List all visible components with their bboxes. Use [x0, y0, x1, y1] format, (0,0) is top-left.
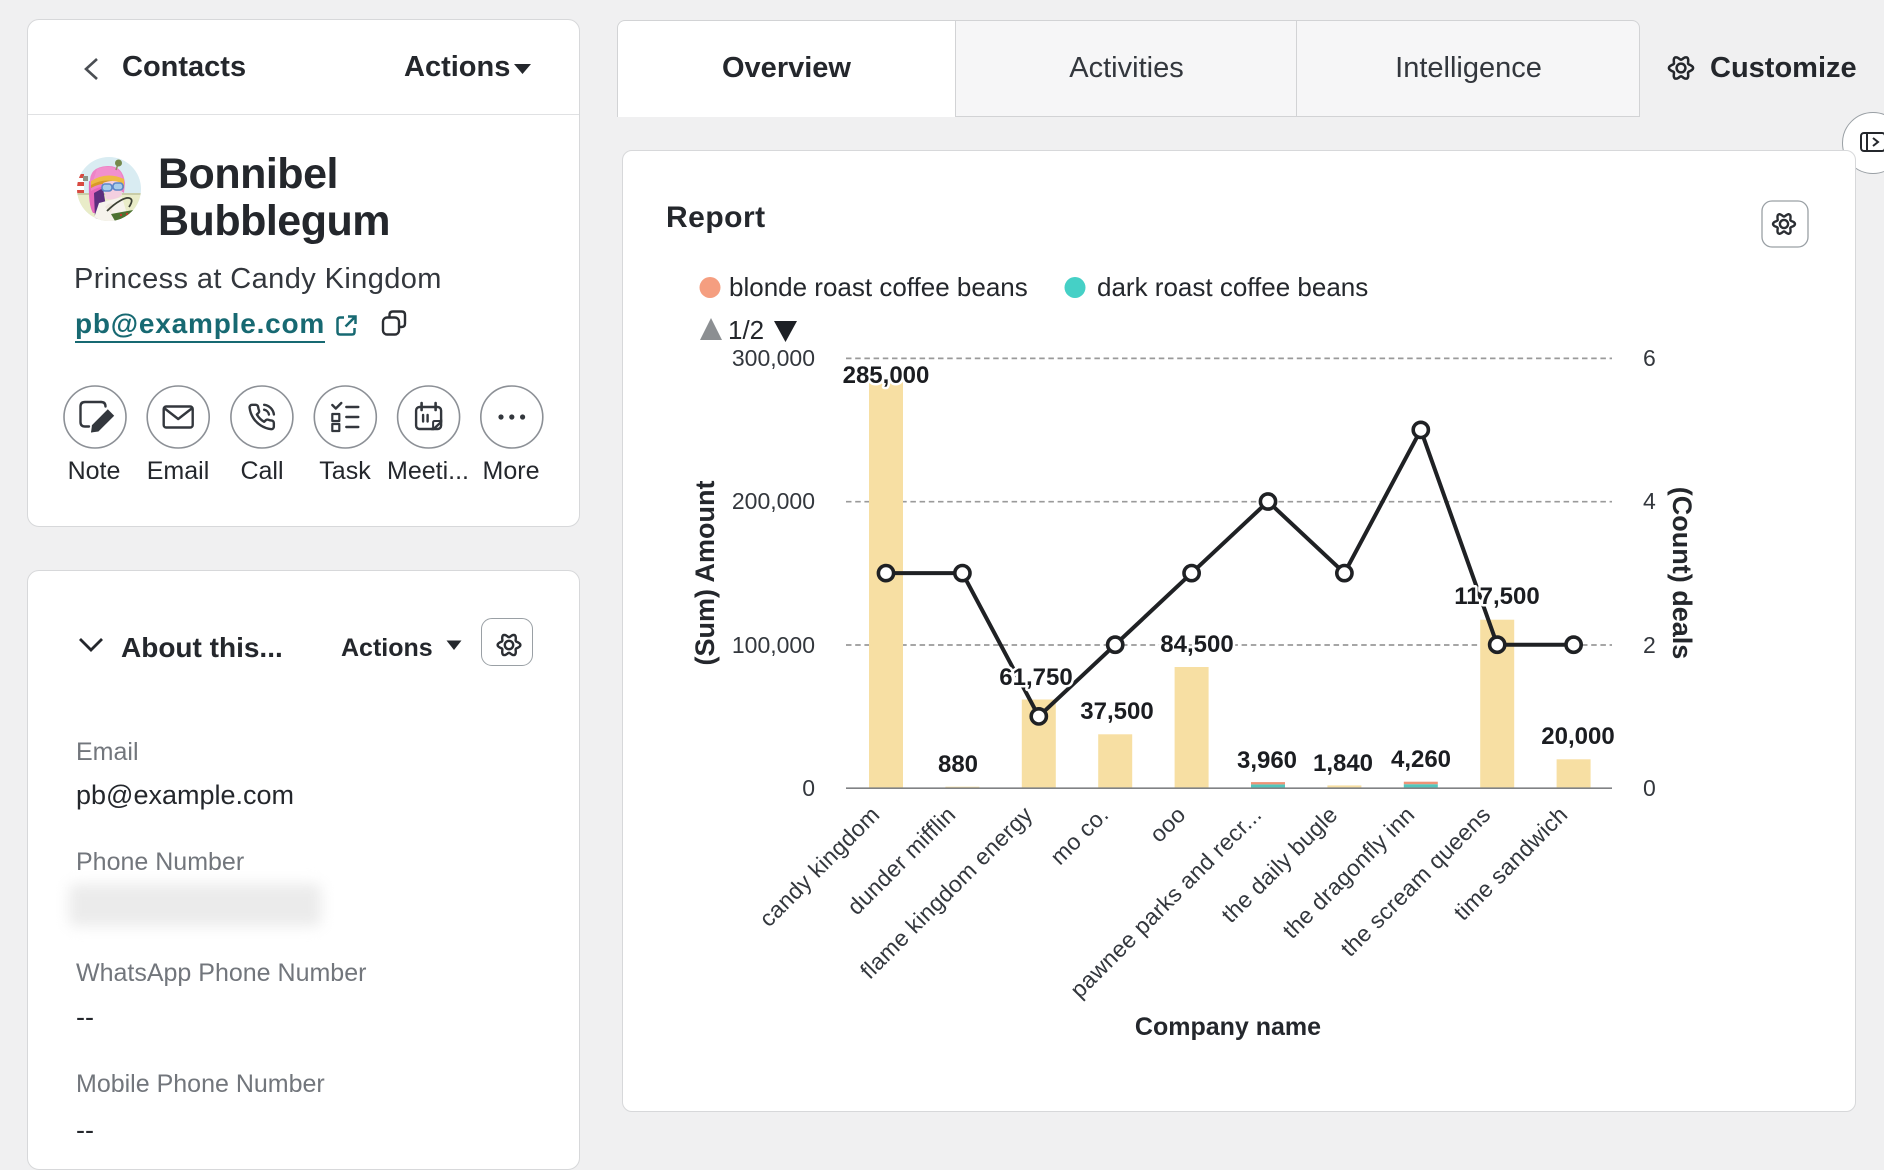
svg-text:(Count) deals: (Count) deals — [1667, 487, 1697, 660]
svg-text:61,750: 61,750 — [999, 664, 1072, 691]
svg-text:dark roast coffee beans: dark roast coffee beans — [1097, 272, 1368, 302]
svg-text:Company name: Company name — [1135, 1013, 1321, 1041]
svg-text:0: 0 — [1643, 775, 1656, 801]
svg-text:20,000: 20,000 — [1541, 723, 1614, 750]
svg-text:4: 4 — [1643, 488, 1656, 514]
svg-text:200,000: 200,000 — [732, 488, 815, 514]
svg-text:1/2: 1/2 — [728, 315, 764, 345]
svg-text:0: 0 — [802, 775, 815, 801]
svg-text:the scream queens: the scream queens — [1335, 801, 1495, 961]
svg-text:mo co.: mo co. — [1045, 801, 1113, 869]
svg-text:4,260: 4,260 — [1391, 746, 1451, 773]
svg-text:100,000: 100,000 — [732, 632, 815, 658]
svg-text:880: 880 — [938, 751, 978, 778]
svg-text:6: 6 — [1643, 345, 1656, 371]
svg-text:37,500: 37,500 — [1080, 698, 1153, 725]
svg-text:300,000: 300,000 — [732, 345, 815, 371]
svg-text:blonde roast coffee beans: blonde roast coffee beans — [729, 272, 1028, 302]
svg-text:ooo: ooo — [1144, 801, 1190, 847]
svg-text:1,840: 1,840 — [1313, 750, 1373, 777]
svg-text:117,500: 117,500 — [1454, 583, 1539, 610]
svg-text:Report: Report — [666, 201, 766, 234]
svg-text:84,500: 84,500 — [1160, 631, 1233, 658]
svg-text:the dragonfly inn: the dragonfly inn — [1277, 801, 1419, 943]
svg-text:285,000: 285,000 — [843, 362, 930, 389]
svg-text:2: 2 — [1643, 632, 1656, 658]
svg-text:3,960: 3,960 — [1237, 747, 1297, 774]
svg-text:(Sum) Amount: (Sum) Amount — [690, 481, 720, 666]
